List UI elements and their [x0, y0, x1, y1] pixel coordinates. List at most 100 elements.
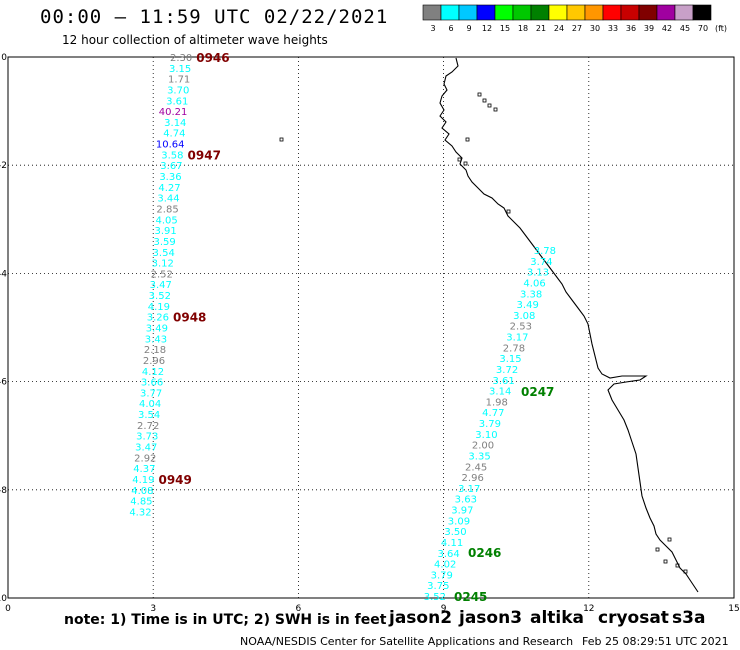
y-tick-label: -10: [0, 594, 7, 604]
island: [663, 559, 668, 564]
colorbar-label: 33: [608, 24, 618, 33]
wave-height-label: 4.77: [482, 408, 504, 419]
wave-height-label: 4.11: [441, 538, 463, 549]
wave-height-label: 10.64: [156, 140, 185, 151]
pass-time-label: 0948: [173, 311, 206, 325]
wave-height-label: 3.72: [496, 365, 518, 376]
legend-cryosat: cryosat: [598, 608, 669, 628]
y-tick-label: -2: [0, 161, 7, 171]
wave-height-label: 2.96: [143, 356, 165, 367]
wave-height-label: 3.14: [164, 118, 186, 129]
y-tick-label: -4: [0, 269, 7, 279]
wave-height-label: 2.00: [472, 441, 494, 452]
colorbar-swatch: [566, 4, 586, 21]
x-tick-label: 9: [441, 604, 447, 614]
wave-height-label: 2.52: [151, 269, 173, 280]
wave-height-label: 1.98: [486, 397, 508, 408]
colorbar-label: 27: [572, 24, 582, 33]
coastline: [439, 57, 699, 593]
wave-height-label: 3.10: [475, 430, 497, 441]
y-tick-label: -8: [0, 486, 7, 496]
wave-height-label: 3.49: [146, 324, 168, 335]
wave-height-label: 4.74: [163, 129, 185, 140]
colorbar-label: 21: [536, 24, 546, 33]
wave-height-label: 3.54: [138, 410, 160, 421]
wave-height-label: 4.12: [142, 367, 164, 378]
pass-time-label: 0246: [468, 546, 501, 560]
y-tick-label: 0: [1, 53, 7, 63]
wave-height-label: 2.53: [510, 322, 532, 333]
wave-height-label: 3.59: [154, 237, 176, 248]
legend-jason3: jason3: [459, 608, 523, 628]
wave-height-label: 3.67: [160, 161, 182, 172]
chart-title: 00:00 – 11:59 UTC 02/22/2021: [40, 6, 389, 28]
colorbar-label: 15: [500, 24, 510, 33]
wave-height-label: 3.64: [437, 549, 459, 560]
colorbar-swatch: [692, 4, 712, 21]
colorbar-label: 9: [466, 24, 471, 33]
legend-jason2: jason2: [389, 608, 453, 628]
plot-frame: [7, 56, 735, 599]
colorbar-label: 70: [698, 24, 708, 33]
colorbar-swatch: [548, 4, 568, 21]
colorbar-label: 39: [644, 24, 654, 33]
x-tick-label: 15: [728, 604, 739, 614]
wave-height-label: 3.12: [152, 259, 174, 270]
wave-height-label: 3.63: [455, 495, 477, 506]
wave-height-label: 4.32: [129, 507, 151, 518]
wave-height-label: 2.92: [134, 453, 156, 464]
wave-height-label: 3.47: [135, 443, 157, 454]
wave-height-label: 3.26: [147, 313, 169, 324]
pass-time-label: 0947: [188, 148, 221, 162]
colorbar-swatch: [494, 4, 514, 21]
wave-height-label: 2.72: [137, 421, 159, 432]
colorbar-swatch: [422, 4, 442, 21]
island: [279, 137, 284, 142]
wave-height-label: 2.96: [462, 473, 484, 484]
island: [463, 161, 468, 166]
footer-timestamp: Feb 25 08:29:51 UTC 2021: [582, 635, 729, 648]
island: [667, 537, 672, 542]
pass-time-label: 0946: [196, 51, 229, 65]
wave-height-label: 3.58: [161, 150, 183, 161]
wave-height-label: 4.02: [434, 560, 456, 571]
colorbar-swatch: [656, 4, 676, 21]
y-tick-label: -6: [0, 378, 7, 388]
island: [457, 157, 462, 162]
chart-subtitle: 12 hour collection of altimeter wave hei…: [62, 33, 328, 47]
wave-height-label: 3.15: [499, 354, 521, 365]
wave-height-label: 3.52: [149, 291, 171, 302]
wave-height-label: 4.08: [131, 486, 153, 497]
wave-height-label: 3.35: [468, 451, 490, 462]
wave-height-label: 3.75: [427, 581, 449, 592]
wave-height-label: 3.91: [154, 226, 176, 237]
colorbar-label: 6: [448, 24, 453, 33]
wave-height-label: 3.79: [479, 419, 501, 430]
colorbar-swatch: [530, 4, 550, 21]
wave-height-label: 3.09: [448, 516, 470, 527]
colorbar-swatch: [638, 4, 658, 21]
colorbar-label: 18: [518, 24, 528, 33]
colorbar-label: 45: [680, 24, 690, 33]
wave-height-label: 3.13: [527, 268, 549, 279]
island: [477, 92, 482, 97]
colorbar-swatch: [674, 4, 694, 21]
island: [655, 547, 660, 552]
wave-height-label: 4.85: [130, 497, 152, 508]
colorbar-label: 30: [590, 24, 600, 33]
colorbar-label: 12: [482, 24, 492, 33]
wave-height-label: 4.19: [132, 475, 154, 486]
x-tick-label: 0: [5, 604, 11, 614]
island: [465, 137, 470, 142]
wave-height-label: 3.77: [140, 388, 162, 399]
colorbar-swatch: [584, 4, 604, 21]
colorbar-label: 36: [626, 24, 636, 33]
wave-height-label: 3.08: [513, 311, 535, 322]
legend-s3a: s3a: [672, 608, 706, 628]
x-tick-label: 6: [296, 604, 302, 614]
wave-height-label: 3.61: [492, 376, 514, 387]
wave-height-label: 3.43: [145, 334, 167, 345]
wave-height-label: 2.18: [144, 345, 166, 356]
colorbar-swatch: [476, 4, 496, 21]
